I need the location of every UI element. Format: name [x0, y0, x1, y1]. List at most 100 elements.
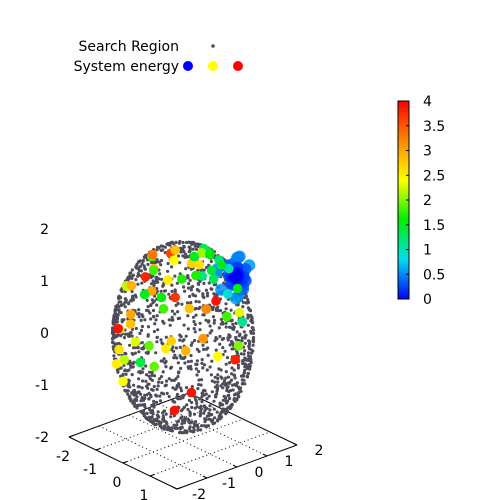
- search-region-point: [131, 361, 135, 365]
- energy-point: [224, 263, 234, 274]
- search-region-point: [170, 378, 174, 382]
- x-tick-label: 1: [140, 488, 149, 500]
- search-region-point: [151, 388, 155, 392]
- search-region-point: [181, 339, 185, 343]
- search-region-point: [248, 355, 253, 359]
- search-region-point: [170, 318, 174, 322]
- search-region-point: [145, 411, 149, 415]
- search-region-point: [146, 305, 150, 309]
- search-region-point: [112, 322, 116, 326]
- search-region-point: [184, 334, 188, 338]
- search-region-point: [178, 397, 182, 401]
- search-region-point: [175, 392, 180, 397]
- energy-point: [125, 319, 136, 329]
- search-region-point: [119, 300, 123, 304]
- search-region-point: [200, 400, 204, 404]
- search-region-point: [137, 350, 141, 354]
- search-region-point: [226, 405, 230, 409]
- search-region-point: [128, 271, 132, 275]
- search-region-point: [251, 340, 256, 344]
- search-region-point: [155, 394, 159, 398]
- search-region-point: [146, 262, 150, 266]
- search-region-point: [226, 381, 230, 385]
- search-region-point: [149, 282, 154, 286]
- search-region-point: [132, 383, 136, 387]
- search-region-point: [133, 351, 137, 355]
- search-region-point: [194, 367, 198, 371]
- search-region-point: [252, 331, 256, 335]
- search-region-point: [188, 294, 192, 298]
- search-region-point: [151, 308, 156, 313]
- search-region-point: [224, 376, 228, 380]
- search-region-point: [155, 248, 159, 252]
- search-region-point: [186, 365, 190, 369]
- search-region-point: [205, 397, 209, 401]
- energy-point: [191, 270, 201, 281]
- search-region-point: [122, 336, 127, 340]
- search-region-point: [208, 324, 212, 328]
- search-region-point: [160, 426, 164, 430]
- search-region-point: [155, 303, 159, 307]
- search-region-point: [159, 277, 164, 281]
- energy-point: [198, 333, 208, 344]
- search-region-point: [250, 326, 254, 330]
- search-region-point: [210, 329, 214, 333]
- search-region-point: [140, 341, 144, 345]
- search-region-point: [128, 343, 132, 347]
- search-region-point: [137, 269, 141, 273]
- x-tick: [176, 486, 182, 490]
- energy-point: [233, 341, 244, 351]
- search-region-point: [228, 396, 232, 401]
- search-region-point: [235, 349, 239, 353]
- search-region-point: [152, 402, 156, 406]
- search-region-point: [124, 332, 128, 336]
- search-region-point: [122, 363, 126, 367]
- search-region-point: [191, 292, 195, 296]
- search-region-point: [211, 315, 216, 319]
- search-region-point: [217, 415, 221, 419]
- search-region-point: [171, 349, 176, 353]
- energy-point: [216, 260, 227, 270]
- search-region-point: [236, 363, 240, 367]
- x-tick: [149, 473, 155, 477]
- search-region-point: [158, 399, 163, 403]
- search-region-point: [215, 337, 219, 341]
- search-region-point: [193, 330, 197, 334]
- search-region-point: [156, 380, 161, 384]
- search-region-point: [164, 379, 169, 383]
- search-region-point: [213, 375, 217, 379]
- energy-point: [170, 245, 180, 255]
- search-region-point: [129, 365, 133, 369]
- search-region-point: [179, 386, 183, 390]
- search-region-point: [240, 339, 244, 343]
- search-region-point: [150, 373, 154, 377]
- search-region-point: [203, 409, 207, 413]
- energy-point: [189, 251, 199, 262]
- search-region-point: [168, 323, 172, 327]
- search-region-point: [249, 331, 253, 335]
- search-region-point: [128, 397, 132, 401]
- search-region-point: [242, 352, 246, 356]
- search-region-point: [174, 303, 178, 307]
- search-region-point: [189, 429, 193, 433]
- search-region-point: [209, 418, 213, 422]
- search-region-point: [209, 259, 213, 264]
- base-back-edge-right: [188, 392, 298, 446]
- search-region-point: [173, 288, 177, 292]
- search-region-point: [166, 261, 170, 266]
- search-region-point: [149, 317, 153, 321]
- search-region-point: [146, 334, 150, 338]
- energy-point: [211, 296, 221, 306]
- search-region-point: [248, 309, 252, 313]
- search-region-point: [194, 424, 198, 428]
- search-region-point: [126, 389, 130, 393]
- search-region-point: [181, 407, 185, 411]
- energy-point: [126, 309, 136, 320]
- search-region-point: [155, 314, 159, 318]
- energy-point: [205, 249, 215, 260]
- search-region-point: [141, 315, 145, 319]
- search-region-point: [236, 366, 240, 370]
- search-region-point: [134, 278, 138, 282]
- search-region-point: [203, 420, 207, 424]
- search-region-point: [229, 403, 233, 408]
